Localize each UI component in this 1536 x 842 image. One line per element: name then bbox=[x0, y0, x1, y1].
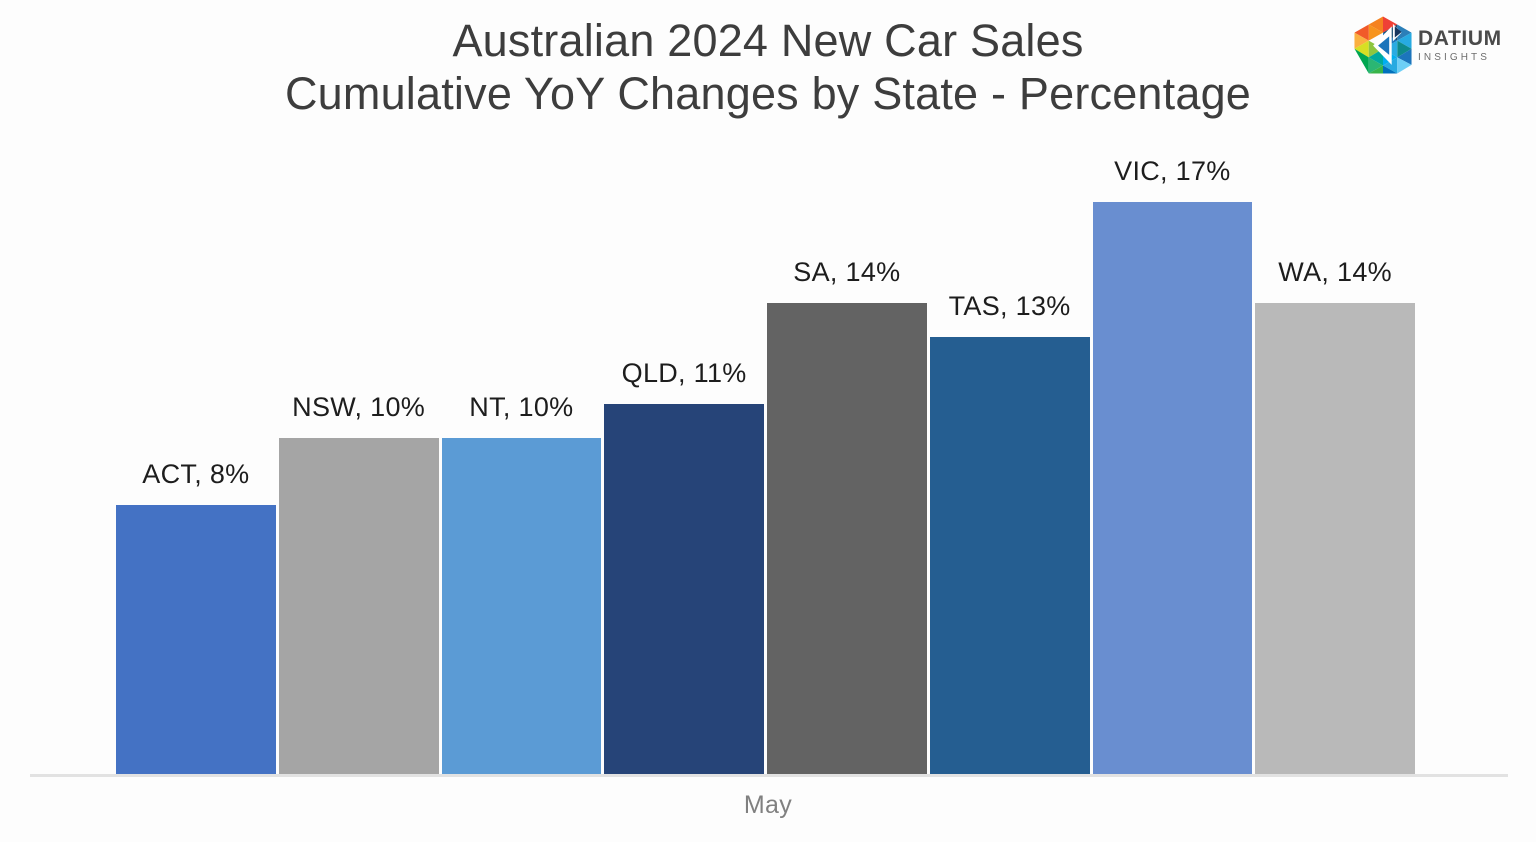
bar-label-nsw: NSW, 10% bbox=[292, 392, 426, 422]
bar-group-tas[interactable]: TAS, 13% bbox=[929, 0, 1090, 775]
bar-group-vic[interactable]: VIC, 17% bbox=[1092, 0, 1253, 775]
bar-qld[interactable] bbox=[604, 404, 764, 775]
bar-sa[interactable] bbox=[767, 303, 927, 775]
bar-group-act[interactable]: ACT, 8% bbox=[116, 0, 276, 775]
bar-tas[interactable] bbox=[929, 336, 1090, 775]
bar-act[interactable] bbox=[116, 505, 276, 775]
datium-insights-logo: DATIUM INSIGHTS bbox=[1352, 14, 1524, 76]
bar-group-nsw[interactable]: NSW, 10% bbox=[278, 0, 439, 775]
bar-group-sa[interactable]: SA, 14% bbox=[767, 0, 927, 775]
bars-container: ACT, 8% NSW, 10% NT, 10% QLD, 11% SA, 14% TAS… bbox=[116, 0, 1418, 775]
bar-label-wa: WA, 14% bbox=[1278, 257, 1392, 288]
logo-text-datium: DATIUM bbox=[1418, 27, 1502, 50]
bar-label-qld: QLD, 11% bbox=[621, 358, 747, 389]
bar-label-nt: NT, 10% bbox=[469, 392, 574, 422]
datium-hexagon-icon bbox=[1352, 14, 1414, 76]
chart-title-line-2: Cumulative YoY Changes by State - Percen… bbox=[284, 68, 1252, 120]
bar-group-wa[interactable]: WA, 14% bbox=[1255, 0, 1415, 775]
category-axis-label: May bbox=[743, 791, 793, 819]
bar-group-nt[interactable]: NT, 10% bbox=[441, 0, 602, 775]
chart-title: Australian 2024 New Car Sales Cumulative… bbox=[0, 14, 1536, 120]
bar-vic[interactable] bbox=[1092, 202, 1253, 775]
bar-label-vic: VIC, 17% bbox=[1114, 156, 1231, 187]
bar-label-tas: TAS, 13% bbox=[948, 290, 1071, 321]
bar-label-sa: SA, 14% bbox=[793, 257, 901, 288]
datium-wordmark: DATIUM INSIGHTS bbox=[1418, 28, 1524, 63]
bar-wa[interactable] bbox=[1255, 303, 1415, 775]
logo-text-insights: INSIGHTS bbox=[1418, 52, 1491, 63]
bar-nsw[interactable] bbox=[278, 438, 439, 775]
bar-group-qld[interactable]: QLD, 11% bbox=[604, 0, 764, 775]
bar-label-act: ACT, 8% bbox=[142, 459, 250, 490]
chart-title-line-1: Australian 2024 New Car Sales bbox=[452, 15, 1084, 66]
bar-nt[interactable] bbox=[441, 438, 602, 775]
category-axis-line bbox=[30, 774, 1508, 777]
